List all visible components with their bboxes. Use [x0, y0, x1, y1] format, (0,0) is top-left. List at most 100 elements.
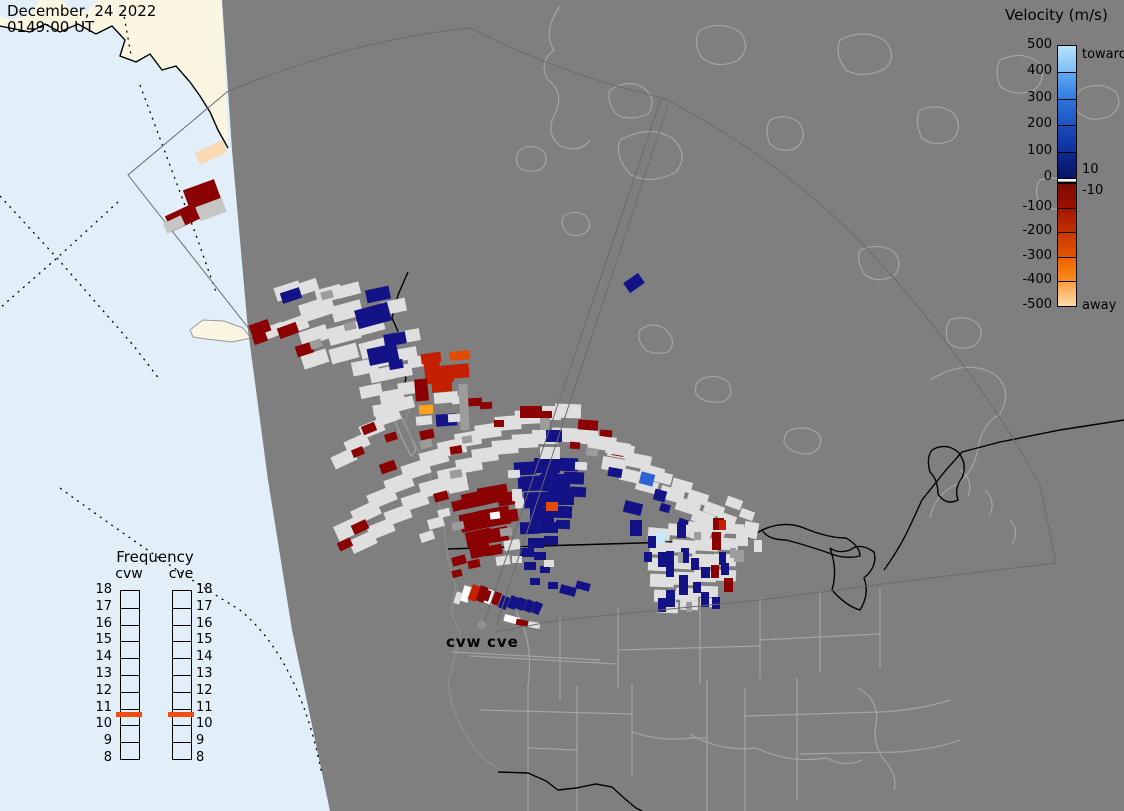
- frequency-scale-label: 18: [196, 582, 213, 597]
- frequency-scale-label: 11: [196, 699, 213, 715]
- velocity-cell: [540, 411, 552, 418]
- frequency-scale-label: 10: [95, 716, 112, 732]
- frequency-scale-label: 16: [95, 615, 112, 631]
- velocity-cell: [694, 532, 701, 540]
- velocity-cell: [666, 590, 675, 607]
- velocity-cell: [534, 552, 546, 560]
- frequency-bar-cve: [172, 590, 192, 760]
- colorbar-segment-toward: [1058, 46, 1076, 73]
- frequency-bar-cvw: [120, 590, 140, 760]
- magnetic-grid-lines: [0, 9, 323, 776]
- colorbar-away-label: away: [1082, 298, 1117, 313]
- frequency-bar-divider: [121, 658, 139, 660]
- velocity-cell: [730, 548, 736, 558]
- velocity-cell: [458, 383, 469, 409]
- velocity-cell: [544, 536, 558, 545]
- velocity-cell: [736, 528, 748, 546]
- velocity-cell: [499, 527, 513, 537]
- velocity-cell: [459, 407, 470, 431]
- colorbar-segment-toward: [1058, 151, 1076, 178]
- velocity-cell: [711, 565, 719, 578]
- radar-label-cve: cve: [487, 633, 519, 651]
- velocity-cell: [656, 532, 665, 543]
- alaska-bay: [0, 0, 40, 20]
- velocity-cell: [540, 416, 550, 430]
- velocity-cell: [451, 363, 470, 379]
- velocity-cell: [721, 563, 729, 575]
- alaska-bay2: [62, 0, 96, 12]
- velocity-cell: [524, 562, 536, 570]
- colorbar-tick-label: -400: [1022, 272, 1052, 288]
- frequency-scale-label: 11: [95, 699, 112, 715]
- frequency-scale-label: 12: [196, 682, 213, 698]
- colorbar-toward-label: toward: [1082, 47, 1124, 62]
- velocity-cell: [563, 471, 585, 485]
- velocity-cell: [414, 378, 429, 402]
- colorbar-pos-threshold: 10: [1082, 162, 1099, 177]
- velocity-cell: [648, 536, 656, 548]
- velocity-cell: [548, 582, 558, 589]
- velocity-cell: [691, 558, 699, 570]
- frequency-scale-label: 10: [196, 716, 213, 732]
- frequency-bar-divider: [121, 675, 139, 676]
- velocity-cell: [712, 597, 720, 609]
- velocity-cell: [754, 540, 762, 552]
- colorbar-tick-label: 0: [1043, 169, 1052, 184]
- frequency-bar-divider: [173, 624, 191, 626]
- velocity-cell: [489, 511, 501, 520]
- frequency-bar-divider: [121, 725, 139, 727]
- frequency-bar-divider: [121, 691, 139, 693]
- velocity-cell: [530, 578, 540, 585]
- frequency-bar-divider: [121, 624, 139, 626]
- velocity-cell: [678, 552, 683, 563]
- velocity-cell: [544, 560, 554, 567]
- velocity-cell: [719, 520, 726, 530]
- colorbar-zero-band: [1058, 177, 1076, 183]
- velocity-cell: [546, 502, 558, 511]
- frequency-bar-divider: [173, 675, 191, 676]
- frequency-bar-divider: [173, 742, 191, 744]
- velocity-cell: [520, 548, 534, 557]
- frequency-scale-label: 17: [196, 598, 213, 614]
- velocity-cell: [658, 598, 666, 612]
- colorbar-segment-away: [1058, 232, 1076, 257]
- frequency-marker-cvw: [116, 712, 142, 718]
- velocity-cell: [479, 401, 493, 410]
- velocity-cell: [540, 447, 560, 459]
- time-text: 0149:00 UT: [7, 18, 95, 36]
- frequency-bar-divider: [121, 742, 139, 744]
- velocity-cell: [701, 567, 710, 578]
- frequency-marker-cve: [168, 712, 194, 718]
- frequency-scale-label: 16: [196, 615, 213, 631]
- velocity-cell: [499, 508, 519, 524]
- velocity-cell: [528, 538, 544, 548]
- velocity-cell: [724, 578, 733, 592]
- velocity-cell: [449, 350, 471, 361]
- velocity-cell: [630, 520, 642, 536]
- frequency-col-cvw: cvw: [115, 566, 143, 582]
- colorbar-segment-away: [1058, 182, 1076, 208]
- frequency-scale-label: 8: [103, 750, 112, 765]
- frequency-bar-divider: [173, 725, 191, 727]
- velocity-cell: [701, 592, 709, 607]
- velocity-cell: [693, 582, 701, 593]
- frequency-scale-label: 9: [196, 733, 205, 749]
- alaska-landmass: [0, 0, 228, 148]
- colorbar-neg-threshold: -10: [1082, 183, 1104, 198]
- colorbar-tick-label: -500: [1022, 297, 1052, 312]
- frequency-bar-divider: [173, 641, 191, 643]
- colorbar-tick-label: 100: [1027, 142, 1052, 158]
- alaska-coastline: [0, 23, 229, 149]
- date-text: December, 24 2022: [7, 2, 157, 20]
- velocity-cell: [415, 415, 433, 426]
- velocity-cell: [546, 430, 562, 442]
- velocity-cell: [512, 556, 522, 563]
- frequency-bar-divider: [173, 607, 191, 609]
- colorbar-segment-toward: [1058, 72, 1076, 99]
- velocity-cell: [644, 552, 652, 562]
- frequency-title: Frequency: [116, 548, 194, 566]
- kodiak-fov-outline: [127, 91, 251, 331]
- velocity-cell: [555, 519, 571, 530]
- colorbar-tick-label: -100: [1022, 198, 1052, 214]
